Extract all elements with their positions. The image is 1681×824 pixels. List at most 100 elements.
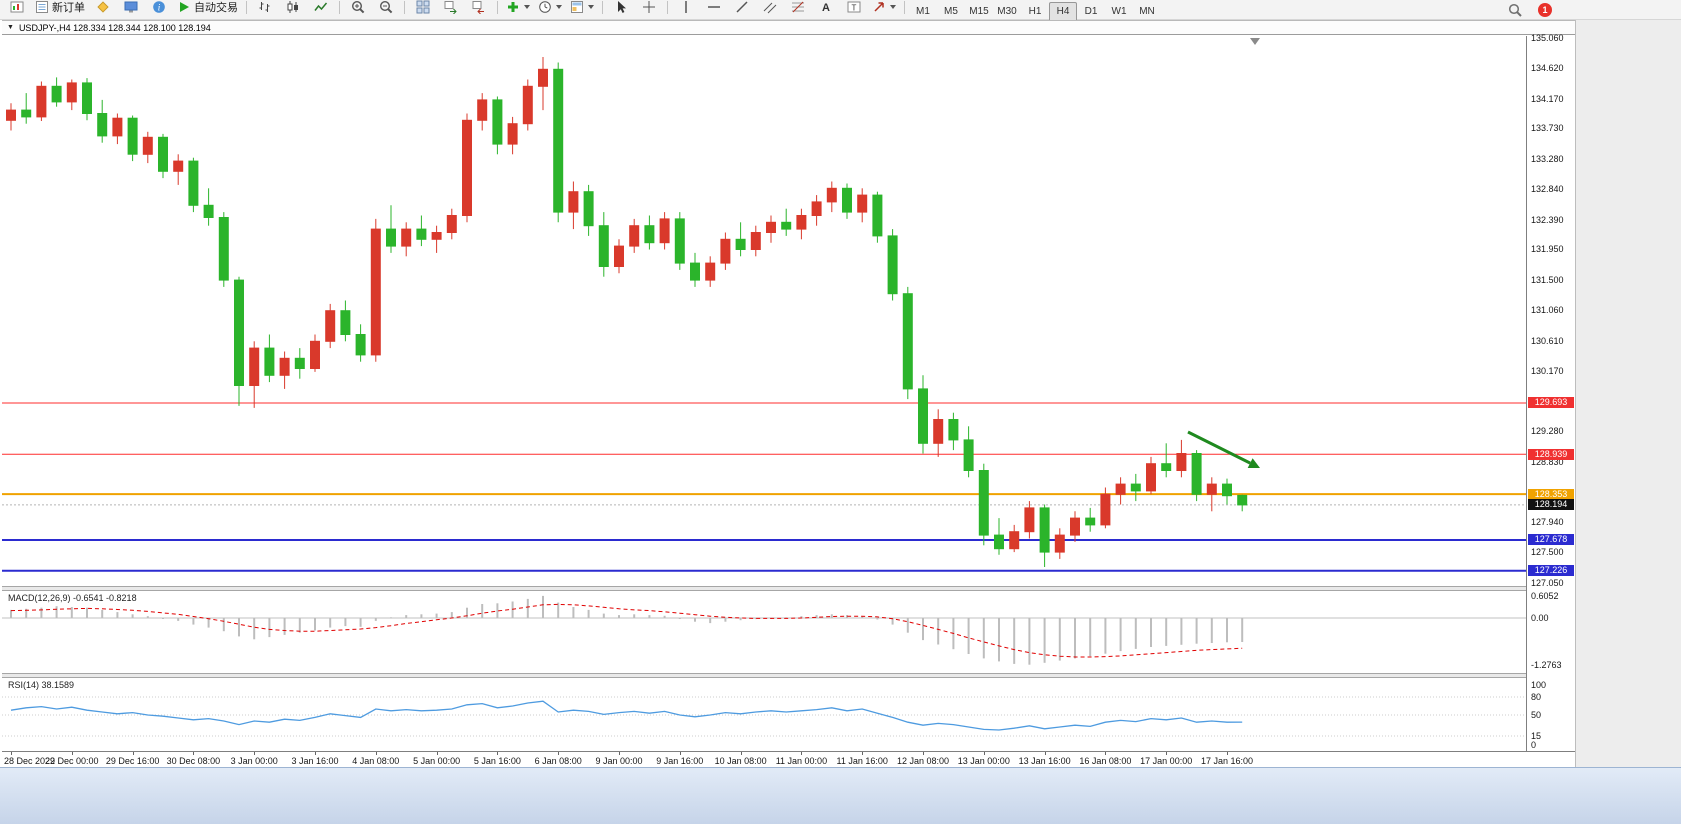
- autotrading-button-label: 自动交易: [194, 2, 238, 15]
- time-axis-label: 11 Jan 16:00: [836, 756, 888, 766]
- zoom-out-button[interactable]: [372, 0, 400, 17]
- new-order-button[interactable]: 新订单: [31, 0, 89, 17]
- chart-title: USDJPY-,H4 128.334 128.344 128.100 128.1…: [18, 22, 211, 33]
- right-gutter: [1575, 20, 1681, 767]
- macd-scale-label: -1.2763: [1531, 659, 1562, 670]
- market-watch-icon: [124, 0, 138, 14]
- timeframe-h4-button[interactable]: H4: [1049, 1, 1077, 22]
- price-axis-label: 131.500: [1531, 275, 1564, 286]
- market-watch-button[interactable]: [117, 0, 145, 17]
- timeframe-m5-button[interactable]: M5: [937, 2, 965, 22]
- macd-canvas[interactable]: [2, 591, 1526, 673]
- fibonacci-tool-button[interactable]: [784, 0, 812, 17]
- timeframe-m30-button[interactable]: M30: [993, 2, 1021, 22]
- time-axis-tick: [254, 752, 256, 755]
- toolbar-separator: [602, 1, 603, 15]
- metaeditor-button[interactable]: [89, 0, 117, 17]
- time-axis-label: 28 Dec 2022: [4, 756, 56, 766]
- price-axis-label: 130.170: [1531, 365, 1564, 376]
- main-chart-panel[interactable]: [2, 36, 1526, 586]
- rsi-panel[interactable]: [2, 678, 1526, 750]
- time-axis-tick: [375, 752, 377, 755]
- text-tool-button[interactable]: A: [812, 0, 840, 17]
- svg-text:T: T: [852, 4, 857, 13]
- crosshair-tool-icon: [642, 0, 656, 14]
- timeframe-m1-button[interactable]: M1: [909, 2, 937, 22]
- macd-panel[interactable]: [2, 591, 1526, 673]
- crosshair-tool-button[interactable]: [635, 0, 663, 17]
- tile-windows-icon: [416, 0, 430, 14]
- trendline-tool-button[interactable]: [728, 0, 756, 17]
- panel-separator[interactable]: [2, 673, 1575, 678]
- new-chart-button[interactable]: [3, 0, 31, 17]
- price-axis[interactable]: 135.060 134.620 134.170 133.730 133.280 132.8…: [1526, 33, 1575, 751]
- price-axis-label: 132.390: [1531, 214, 1564, 225]
- vertical-line-tool-button[interactable]: [672, 0, 700, 17]
- line-chart-mode-button[interactable]: [307, 0, 335, 17]
- timeframe-h1-button[interactable]: H1: [1021, 2, 1049, 22]
- timeframe-h1-button-label: H1: [1028, 6, 1042, 18]
- autotrading-button[interactable]: 自动交易: [173, 0, 242, 17]
- macd-header: MACD(12,26,9) -0.6541 -0.8218: [8, 593, 137, 603]
- cursor-tool-icon: [614, 0, 628, 14]
- auto-arrange-button[interactable]: [437, 0, 465, 17]
- rsi-scale-label: 15: [1531, 731, 1542, 741]
- time-axis-label: 17 Jan 16:00: [1200, 756, 1254, 766]
- candlestick-mode-button[interactable]: [279, 0, 307, 17]
- price-axis-label: 131.060: [1531, 305, 1564, 315]
- rsi-header: RSI(14) 38.1589: [8, 680, 75, 690]
- time-axis-tick: [1044, 752, 1046, 755]
- rsi-canvas[interactable]: [2, 678, 1526, 750]
- notification-badge[interactable]: 1: [1538, 3, 1552, 17]
- price-axis-badge: 128.939: [1528, 448, 1574, 460]
- timeframe-d1-button[interactable]: D1: [1077, 2, 1105, 22]
- time-axis-tick: [11, 752, 12, 755]
- time-axis-tick: [740, 752, 742, 755]
- label-tool-button[interactable]: T: [840, 0, 868, 17]
- indicators-icon: [506, 0, 520, 14]
- step-forward-button[interactable]: [465, 0, 493, 17]
- arrows-tool-button[interactable]: [868, 0, 900, 17]
- time-axis-tick: [923, 752, 924, 755]
- autotrading-icon: [177, 0, 191, 14]
- chart-titlebar: ▼ USDJPY-,H4 128.334 128.344 128.100 128…: [2, 20, 1575, 35]
- time-axis-label: 16 Jan 08:00: [1079, 756, 1132, 766]
- metaeditor-icon: [96, 0, 110, 14]
- toolbar-separator: [497, 1, 498, 15]
- arrows-tool-icon: [872, 0, 886, 14]
- price-axis-badge: 128.194: [1528, 499, 1574, 511]
- time-axis[interactable]: 28 Dec 2022 29 Dec 00:00 29 Dec 16:00 30 De…: [2, 751, 1575, 767]
- indicators-button[interactable]: [502, 0, 534, 17]
- timeframe-m15-button-label: M15: [969, 6, 989, 18]
- dropdown-caret-icon: [524, 5, 530, 10]
- chart-menu-icon[interactable]: ▼: [7, 24, 14, 31]
- time-axis-label: 12 Jan 08:00: [896, 756, 950, 766]
- zoom-in-button[interactable]: [344, 0, 372, 17]
- price-axis-label: 133.730: [1531, 123, 1564, 134]
- line-chart-mode-icon: [314, 0, 328, 14]
- panel-separator[interactable]: [2, 586, 1575, 591]
- channel-tool-button[interactable]: [756, 0, 784, 17]
- time-axis-tick: [862, 752, 864, 755]
- templates-button[interactable]: [566, 0, 598, 17]
- timeframe-mn-button[interactable]: MN: [1133, 2, 1161, 22]
- cursor-tool-button[interactable]: [607, 0, 635, 17]
- periods-button[interactable]: [534, 0, 566, 17]
- trendline-tool-icon: [735, 0, 749, 14]
- timeframe-d1-button-label: D1: [1084, 6, 1098, 18]
- rsi-scale-label: 50: [1531, 710, 1542, 720]
- price-axis-label: 128.830: [1531, 456, 1564, 467]
- price-axis-label: 133.280: [1531, 154, 1564, 165]
- svg-text:i: i: [158, 3, 161, 13]
- tile-windows-button[interactable]: [409, 0, 437, 17]
- timeframe-w1-button[interactable]: W1: [1105, 2, 1133, 22]
- main-chart-canvas[interactable]: [2, 36, 1526, 586]
- horizontal-line-tool-button[interactable]: [700, 0, 728, 17]
- bar-chart-mode-button[interactable]: [251, 0, 279, 17]
- search-icon[interactable]: [1508, 3, 1522, 17]
- data-window-button[interactable]: i: [145, 0, 173, 17]
- time-axis-label: 3 Jan 16:00: [291, 756, 339, 766]
- timeframe-m15-button[interactable]: M15: [965, 2, 993, 22]
- time-axis-tick: [71, 752, 73, 755]
- price-axis-label: 134.620: [1531, 62, 1564, 73]
